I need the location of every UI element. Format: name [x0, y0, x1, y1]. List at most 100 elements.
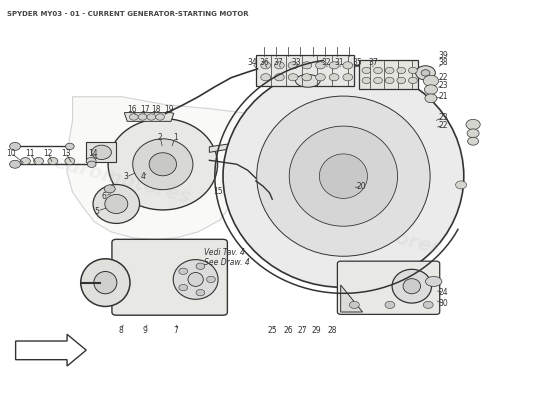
Circle shape — [261, 74, 271, 81]
FancyBboxPatch shape — [112, 239, 227, 315]
Text: 37: 37 — [273, 58, 283, 68]
Ellipse shape — [93, 184, 140, 224]
Text: euromotores: euromotores — [51, 153, 192, 208]
Text: 23: 23 — [439, 113, 448, 122]
Ellipse shape — [94, 272, 117, 294]
Text: 13: 13 — [61, 149, 71, 158]
Text: 25: 25 — [268, 326, 278, 335]
Circle shape — [138, 114, 147, 120]
Circle shape — [86, 158, 96, 165]
FancyBboxPatch shape — [337, 261, 439, 314]
Text: 37: 37 — [368, 58, 378, 68]
Ellipse shape — [223, 65, 464, 287]
Text: 20: 20 — [356, 182, 366, 190]
Circle shape — [425, 94, 437, 103]
Text: 19: 19 — [164, 105, 174, 114]
Circle shape — [87, 161, 96, 168]
Circle shape — [274, 62, 284, 69]
Polygon shape — [67, 97, 275, 240]
Circle shape — [9, 160, 20, 168]
Text: 6: 6 — [102, 192, 107, 200]
Circle shape — [455, 181, 466, 189]
Circle shape — [179, 284, 188, 291]
Text: SPYDER MY03 - 01 - CURRENT GENERATOR-STARTING MOTOR: SPYDER MY03 - 01 - CURRENT GENERATOR-STA… — [7, 11, 249, 17]
Text: 32: 32 — [322, 58, 331, 68]
Text: 36: 36 — [259, 58, 269, 68]
Text: 18: 18 — [151, 105, 161, 114]
Circle shape — [329, 74, 339, 81]
Circle shape — [302, 62, 312, 69]
Text: 28: 28 — [327, 326, 337, 335]
Text: 38: 38 — [439, 58, 448, 68]
Ellipse shape — [392, 269, 432, 303]
Circle shape — [397, 77, 406, 84]
Text: 29: 29 — [311, 326, 321, 335]
Ellipse shape — [320, 154, 367, 198]
Ellipse shape — [188, 272, 204, 286]
Text: 14: 14 — [89, 149, 98, 158]
Circle shape — [261, 62, 271, 69]
Circle shape — [421, 70, 430, 76]
Polygon shape — [210, 137, 275, 152]
Text: 22: 22 — [439, 121, 448, 130]
Text: 26: 26 — [283, 326, 293, 335]
Ellipse shape — [108, 118, 218, 210]
Circle shape — [104, 185, 115, 193]
Text: 24: 24 — [439, 288, 448, 297]
Ellipse shape — [133, 139, 193, 190]
Circle shape — [20, 158, 30, 165]
Text: 30: 30 — [439, 299, 448, 308]
Circle shape — [362, 77, 371, 84]
Circle shape — [92, 145, 112, 160]
Text: 23: 23 — [439, 81, 448, 90]
Text: 8: 8 — [118, 326, 123, 335]
Circle shape — [288, 74, 298, 81]
Text: 22: 22 — [439, 73, 448, 82]
Circle shape — [349, 301, 359, 308]
Circle shape — [288, 62, 298, 69]
Circle shape — [468, 137, 478, 145]
Circle shape — [147, 114, 156, 120]
Polygon shape — [340, 285, 362, 312]
Circle shape — [409, 67, 417, 74]
Ellipse shape — [295, 74, 320, 87]
Text: 4: 4 — [140, 172, 145, 182]
Circle shape — [373, 77, 382, 84]
Circle shape — [466, 119, 480, 130]
Text: 17: 17 — [140, 105, 150, 114]
Text: 39: 39 — [439, 50, 448, 60]
Text: 9: 9 — [142, 326, 147, 335]
Ellipse shape — [257, 96, 430, 256]
FancyBboxPatch shape — [359, 60, 419, 89]
Circle shape — [207, 276, 216, 283]
Circle shape — [316, 74, 326, 81]
Circle shape — [34, 158, 43, 165]
Text: 11: 11 — [25, 149, 35, 158]
Text: 21: 21 — [439, 92, 448, 101]
Text: 2: 2 — [158, 133, 162, 142]
Ellipse shape — [426, 276, 442, 286]
Circle shape — [65, 143, 74, 150]
Text: Vedi Tav. 4
See Draw. 4: Vedi Tav. 4 See Draw. 4 — [204, 248, 250, 267]
Circle shape — [302, 74, 312, 81]
Ellipse shape — [403, 279, 421, 294]
Circle shape — [343, 74, 353, 81]
Circle shape — [316, 62, 326, 69]
Text: euromotores: euromotores — [303, 204, 444, 259]
Text: 7: 7 — [173, 326, 178, 335]
Ellipse shape — [105, 194, 128, 214]
Text: 27: 27 — [298, 326, 307, 335]
Circle shape — [362, 67, 371, 74]
Circle shape — [385, 77, 394, 84]
Circle shape — [424, 301, 433, 308]
Polygon shape — [124, 113, 174, 121]
Circle shape — [397, 67, 406, 74]
Circle shape — [424, 75, 438, 86]
Circle shape — [196, 290, 205, 296]
Text: 15: 15 — [213, 187, 222, 196]
Text: 34: 34 — [247, 58, 257, 68]
Ellipse shape — [173, 260, 218, 299]
Circle shape — [329, 62, 339, 69]
Text: 1: 1 — [173, 133, 178, 142]
Ellipse shape — [149, 153, 177, 176]
